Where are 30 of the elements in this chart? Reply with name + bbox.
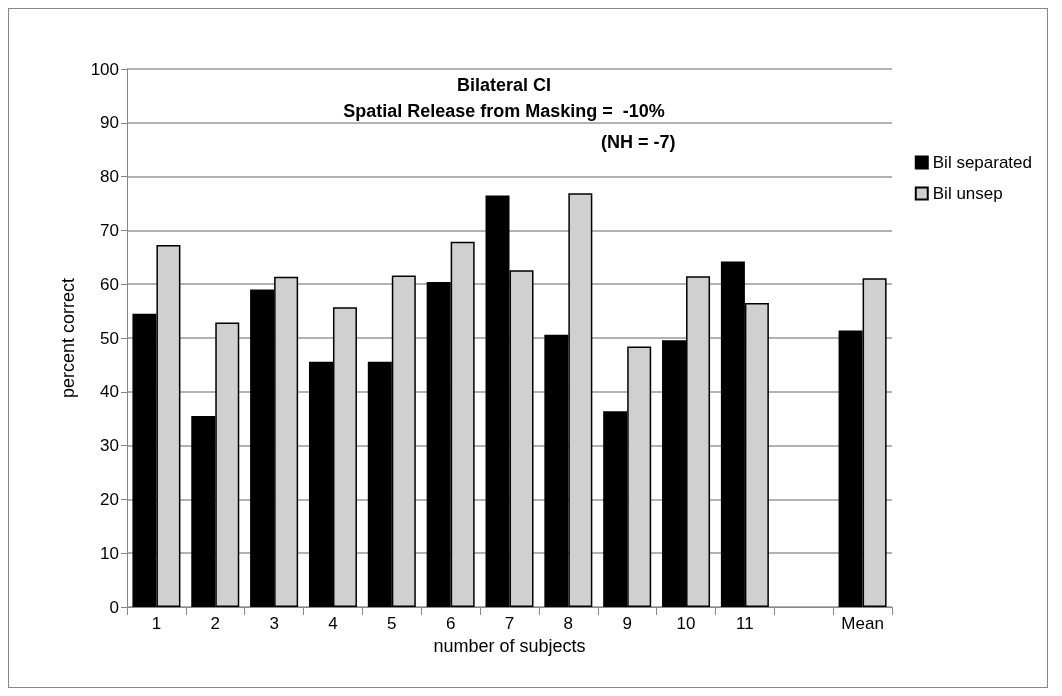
x-tick-label: 6 [445, 614, 456, 633]
y-tick-label: 20 [100, 489, 119, 509]
y-tick-label: 60 [100, 274, 119, 294]
legend-label: Bil separated [932, 153, 1033, 172]
y-tick-label: 0 [109, 597, 119, 617]
y-axis-title: percent correct [58, 277, 78, 399]
x-tick-label: 11 [736, 614, 754, 633]
legend-label: Bil unsep [932, 184, 1003, 203]
x-tick-label: Mean [841, 614, 884, 633]
y-tick-label: 30 [100, 436, 119, 456]
y-tick-label: 40 [100, 382, 119, 402]
x-tick-label: 8 [563, 614, 574, 633]
x-tick-label: 3 [269, 614, 279, 633]
y-tick-label: 90 [100, 113, 119, 133]
text: Spatial Release from Masking = -10% [343, 101, 665, 121]
y-tick-label: 100 [90, 59, 119, 79]
annotation: (NH = -7) [601, 132, 676, 152]
x-tick-label: 4 [328, 614, 338, 633]
y-tick-label: 70 [100, 220, 119, 240]
x-axis-title: number of subjects [433, 636, 586, 656]
x-tick-label: 5 [387, 614, 397, 633]
x-tick-label: 1 [151, 614, 162, 633]
x-tick-label: 10 [676, 614, 696, 633]
x-tick-label: 7 [504, 614, 515, 633]
chart-title: Bilateral CI [456, 75, 552, 95]
y-tick-label: 50 [100, 328, 119, 348]
y-tick-label: 80 [100, 167, 119, 187]
x-tick-label: 9 [622, 614, 632, 633]
x-tick-label: 2 [210, 614, 220, 633]
y-tick-label: 10 [100, 543, 119, 563]
